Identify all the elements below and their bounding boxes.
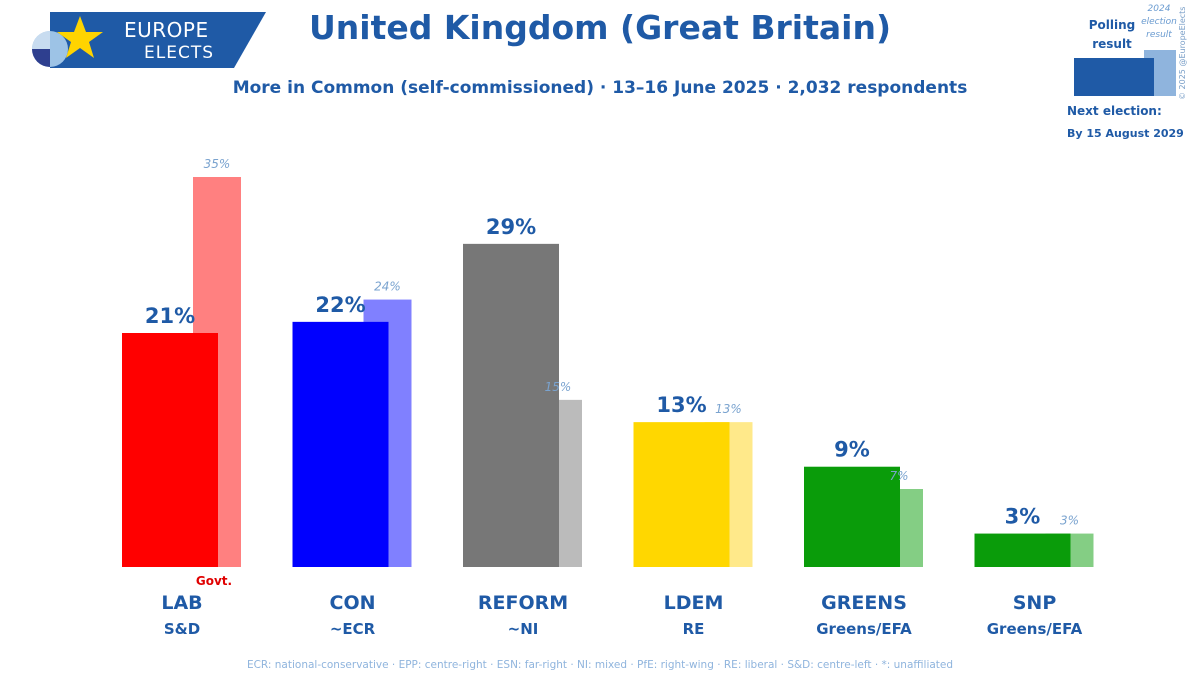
party-name-snp: SNP <box>1013 592 1057 614</box>
prev-value-label-greens: 7% <box>889 469 908 483</box>
prev-value-label-snp: 3% <box>1060 514 1079 528</box>
value-label-con: 22% <box>315 293 365 317</box>
legend-polling-label: Polling result <box>1088 18 1136 51</box>
next-election-label: Next election: <box>1067 104 1162 118</box>
logo-text-elects: ELECTS <box>144 43 214 63</box>
party-name-ldem: LDEM <box>664 592 724 614</box>
party-group-ldem: RE <box>683 620 705 638</box>
bar-lab-poll <box>122 333 218 567</box>
party-name-lab: LAB <box>161 592 202 614</box>
bar-chart: 21% 35% LAB S&D Govt. 22% 24% CON ~ECR 29% 15% REFO… <box>122 157 1094 638</box>
bar-snp-poll <box>974 533 1071 567</box>
logo-text-europe: EUROPE <box>124 18 209 42</box>
prev-value-label-reform: 15% <box>545 380 572 394</box>
party-group-con: ~ECR <box>330 620 376 638</box>
prev-value-label-ldem: 13% <box>715 402 742 416</box>
legend: Polling result 2024 election result © 20… <box>1062 0 1200 150</box>
legend-previous-label: 2024 election result <box>1141 4 1177 40</box>
legend-polling-swatch <box>1074 58 1154 96</box>
party-name-greens: GREENS <box>821 592 907 614</box>
party-group-reform: ~NI <box>508 620 539 638</box>
party-group-snp: Greens/EFA <box>987 620 1083 638</box>
party-group-greens: Greens/EFA <box>816 620 912 638</box>
prev-value-label-con: 24% <box>374 280 401 294</box>
value-label-ldem: 13% <box>656 393 706 417</box>
prev-value-label-lab: 35% <box>204 157 231 171</box>
bar-reform-poll <box>463 243 559 567</box>
value-label-lab: 21% <box>145 304 195 328</box>
government-note-lab: Govt. <box>196 574 232 588</box>
europe-elects-logo: EUROPE ELECTS <box>22 12 266 68</box>
group-legend-footer: ECR: national-conservative · EPP: centre… <box>246 659 954 671</box>
value-label-snp: 3% <box>1005 505 1041 529</box>
bar-greens-poll <box>804 466 900 567</box>
page-title: United Kingdom (Great Britain) <box>308 8 892 47</box>
poll-subtitle: More in Common (self-commissioned) · 13–… <box>232 78 968 98</box>
next-election-date: By 15 August 2029 <box>1067 127 1184 140</box>
bar-ldem-poll <box>633 422 730 567</box>
party-name-con: CON <box>330 592 376 614</box>
value-label-greens: 9% <box>834 438 870 462</box>
party-group-lab: S&D <box>164 620 200 638</box>
party-name-reform: REFORM <box>478 592 568 614</box>
value-label-reform: 29% <box>486 215 536 239</box>
logo-banner-graphic <box>32 12 266 68</box>
bar-con-poll <box>292 321 389 567</box>
